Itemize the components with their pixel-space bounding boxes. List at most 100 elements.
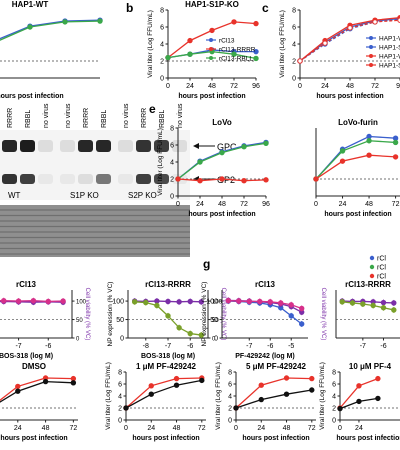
data-point [288,302,294,308]
y-tick-label: 0 [214,336,218,343]
chart-g2: rCl13-RRRR -7 -6 [335,280,400,350]
data-point [15,383,21,390]
x-axis-label: hours post infection [0,435,67,442]
data-point [391,307,397,313]
data-point [283,375,290,381]
x-tick-label: 72 [230,83,238,90]
x-tick-label: -6 [45,343,51,350]
y-tick-label: 0 [118,418,122,425]
gpc-band [172,140,187,152]
data-point [187,298,193,305]
lane-label: no virus [65,103,72,128]
x-tick-label: 24 [321,83,329,90]
legend-marker [209,47,213,51]
data-point [173,382,180,388]
lane-label: RRRR [83,108,90,128]
data-point [392,154,399,160]
y-tick-label: 0 [170,194,174,201]
data-point [380,305,387,311]
chart-title: rCl13 [16,280,37,289]
legend-marker [369,63,373,67]
y-tick-label: 2 [292,59,296,66]
x-tick-label: -7 [165,343,171,350]
legend-entry: rCl13 [219,38,235,45]
data-point [309,375,315,382]
data-point [372,19,378,25]
data-point [231,19,237,25]
legend-entry: HAP1-S2 [379,45,400,52]
data-point [123,405,129,411]
data-point [131,299,138,305]
legend-entry: HAP1-W [379,54,400,61]
data-point [309,387,315,393]
gpc-band [20,140,35,152]
legend-marker [369,54,373,58]
y-tick-label: 4 [292,42,296,49]
data-point [288,313,294,319]
gpc-band [118,140,133,152]
x-tick-label: 72 [240,201,248,208]
legend-entry: rCl [377,274,386,281]
x-tick-label: 24 [355,425,363,432]
data-point [356,383,362,389]
data-point [375,395,381,402]
data-point [225,298,231,304]
x-tick-label: 48 [42,425,50,432]
data-point [173,375,180,382]
legend-marker [369,36,373,40]
legend-marker [209,56,213,60]
x-tick-label: -6 [380,343,386,350]
legend-marker [369,45,373,49]
x-tick-label: 48 [283,425,291,432]
x-axis-label: hours post infection [178,93,245,100]
y-tick-right-label: 100 [212,300,223,306]
x-tick-label: -5 [288,343,294,350]
y-tick-right-label: 50 [76,318,83,324]
chart-f1: rCl13 -7 -6 0 50 100 BOS-318 (log M) Cell viabi… [0,280,90,360]
y-tick-label: 8 [292,8,296,15]
y-tick-label: 100 [112,299,124,306]
data-point [253,48,259,55]
series-line [125,379,202,409]
data-point [187,330,193,337]
chart-title: DMSO [22,362,46,371]
data-point [375,375,381,382]
data-point [241,144,247,150]
lane-label: RRRR [7,108,14,128]
y-tick-label: 8 [228,370,232,377]
data-point [246,298,252,305]
y-axis-right-label: Cell viability (% VC) [220,288,226,341]
data-point [339,148,346,154]
x-tick-label: 24 [147,425,155,432]
chart-title: HAP1-WT [12,0,49,9]
y-tick-label: 2 [332,406,336,413]
gpc-band [78,140,93,152]
y-tick-label: 6 [332,382,336,389]
data-point [176,324,182,331]
panel-label-c: c [262,1,269,15]
x-tick-label: 96 [252,83,260,90]
x-tick-label: 24 [257,425,265,432]
data-point [219,176,225,182]
lane-label: RBBL [101,110,108,128]
series-line [235,389,312,409]
legend-entry: rCl13-RRRR [219,47,256,54]
y-tick-right-label: 50 [212,318,219,324]
y-axis-right-label: Cell viability (% VC) [84,288,90,341]
x-tick-label: 72 [371,83,379,90]
gpc-band [154,140,169,152]
y-tick-label: 4 [170,160,174,167]
series-line [0,380,74,403]
data-point [199,377,205,384]
y-tick-label: 8 [170,126,174,133]
data-point [198,332,205,338]
y-tick-label: 0 [120,336,124,343]
data-point [258,382,264,388]
x-tick-label: 72 [198,425,206,432]
legend-marker [369,273,375,279]
data-point [299,321,305,327]
